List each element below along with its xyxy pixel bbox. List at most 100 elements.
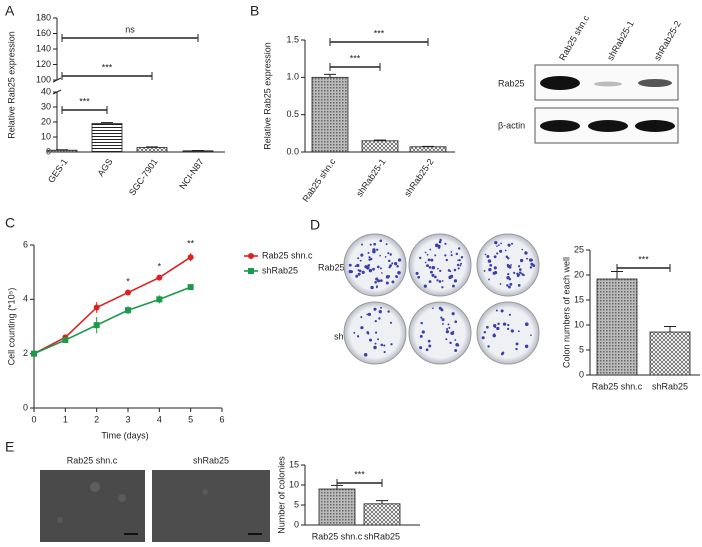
y-tick-label: 1.5: [286, 34, 299, 44]
colony-dot: [436, 279, 439, 282]
significance-label: ***: [102, 62, 113, 72]
colony-dot: [494, 240, 498, 245]
colony-dot: [380, 343, 384, 347]
colony-dot: [532, 264, 536, 268]
colony-dot: [488, 267, 492, 272]
x-tick-label: GES-1: [46, 157, 70, 185]
colony-dot: [380, 306, 382, 309]
point: [125, 307, 131, 314]
colony-dot: [379, 239, 383, 243]
x-tick-label: 0: [31, 414, 36, 424]
bar: [136, 147, 168, 153]
colony-dot: [501, 351, 505, 355]
colony-dot: [375, 286, 378, 289]
bar: [596, 278, 638, 376]
panel-letter: E: [5, 439, 14, 455]
colony-dot: [374, 342, 377, 345]
band: [588, 120, 628, 132]
colony-dot: [499, 283, 502, 285]
colony-dot: [440, 316, 443, 319]
colony-dot: [526, 257, 528, 260]
colony-dot: [415, 271, 419, 275]
significance-label: ***: [350, 53, 361, 63]
colony-dot: [522, 274, 525, 276]
colony-dot: [453, 279, 458, 283]
colony-dot: [428, 280, 432, 284]
colony-dot: [517, 330, 520, 333]
colony-dot: [510, 264, 512, 266]
colony-dot: [517, 265, 521, 268]
colony-dot: [381, 272, 383, 274]
dish: [408, 301, 472, 365]
colony-dot: [448, 275, 452, 280]
colony-dot: [356, 263, 360, 268]
significance-label: ns: [125, 24, 135, 34]
blot-lane-label: shRab25-1: [605, 19, 636, 62]
colony-dot: [520, 272, 522, 275]
colony-dot: [367, 251, 370, 254]
colony-dot: [492, 271, 496, 275]
colony-dot: [360, 326, 364, 330]
x-tick-label: shRab25-1: [354, 157, 387, 199]
colony-dot: [361, 243, 364, 246]
colony-dot: [499, 249, 503, 253]
micrographs: Rab25 shn.c shRab25: [40, 455, 270, 542]
colony-dot: [379, 267, 382, 270]
colony-dot: [493, 255, 497, 259]
significance-label: ***: [79, 96, 90, 106]
colony-dot: [394, 262, 398, 266]
colony-dot: [507, 285, 511, 289]
colony-dot: [506, 327, 510, 331]
colony-dot: [524, 344, 529, 349]
colony-dot: [508, 265, 512, 269]
colony-dot: [428, 266, 432, 269]
colony-dot: [519, 268, 522, 271]
colony-dot: [419, 346, 423, 350]
y-tick-label: 15: [289, 459, 299, 469]
micrograph-label: shRab25: [193, 455, 229, 465]
x-tick-label: shRab25: [364, 531, 400, 541]
legend-label: Rab25 shn.c: [262, 250, 313, 260]
colony-dot: [384, 256, 387, 258]
colony-dot: [427, 339, 431, 343]
y-tick-label: 6: [23, 239, 28, 249]
colony-dot: [369, 338, 372, 342]
micrograph: [152, 470, 270, 542]
colony-dot: [484, 253, 487, 256]
western-blot: Rab25 β-actin Rab25 shn.c shRab25-1 shRa…: [498, 13, 683, 144]
colony-dot: [428, 344, 432, 348]
point: [31, 350, 37, 357]
colony-dot: [379, 254, 382, 257]
colony-dot: [500, 242, 502, 245]
legend-marker: [248, 253, 254, 259]
colony-dot: [511, 242, 514, 245]
blot-row-label: β-actin: [498, 120, 525, 130]
x-tick-label: shRab25: [652, 381, 688, 391]
colony-dot: [489, 263, 493, 267]
y-tick-label: 160: [36, 28, 51, 38]
colony-dot: [389, 264, 392, 268]
colony-dot: [450, 251, 453, 253]
significance-label: ***: [374, 28, 385, 38]
y-tick-label: 0.5: [286, 109, 299, 119]
y-tick-label: 10: [574, 319, 584, 329]
colony-dot: [354, 265, 357, 268]
colony: [202, 489, 208, 495]
colony-dot: [507, 243, 511, 247]
x-tick-label: 6: [219, 414, 224, 424]
colony-dot: [360, 316, 363, 319]
colony-dot: [444, 254, 447, 257]
colony-dot: [442, 323, 444, 325]
colony-dot: [358, 269, 362, 273]
colony-dot: [419, 256, 422, 260]
colony-dot: [434, 243, 439, 248]
colony-dot: [492, 333, 496, 338]
colony-dot: [507, 323, 510, 327]
x-tick-label: shRab25-2: [402, 157, 435, 199]
y-tick-label: 20: [574, 269, 584, 279]
point: [187, 254, 194, 261]
x-tick-label: SGC-7901: [127, 157, 160, 198]
y-tick-label: 140: [36, 43, 51, 53]
colony-dot: [391, 280, 395, 284]
colony-dot: [525, 322, 529, 326]
